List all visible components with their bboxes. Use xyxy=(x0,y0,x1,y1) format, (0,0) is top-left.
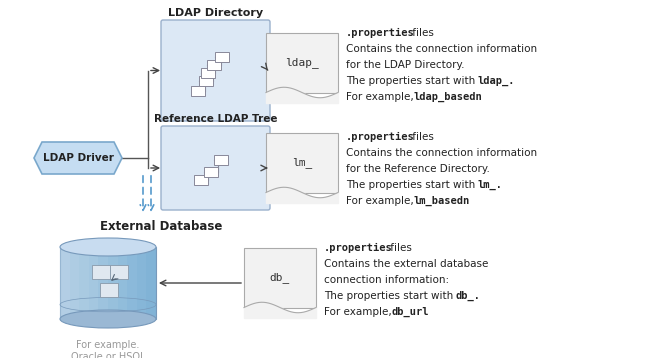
Bar xyxy=(214,155,227,165)
Text: files: files xyxy=(387,243,412,253)
Text: .properties: .properties xyxy=(324,243,393,253)
Text: files: files xyxy=(409,132,434,142)
Text: Contains the connection information: Contains the connection information xyxy=(346,44,537,54)
Text: db_.: db_. xyxy=(456,291,481,301)
Bar xyxy=(214,52,229,62)
Bar xyxy=(60,247,156,319)
Bar xyxy=(108,247,118,319)
Text: connection information:: connection information: xyxy=(324,275,449,285)
Bar xyxy=(70,247,79,319)
Text: for the LDAP Directory.: for the LDAP Directory. xyxy=(346,60,465,70)
Bar xyxy=(191,86,204,96)
Text: .properties: .properties xyxy=(346,132,415,142)
Text: For example,: For example, xyxy=(324,307,395,317)
Text: Contains the connection information: Contains the connection information xyxy=(346,148,537,158)
Text: Contains the external database: Contains the external database xyxy=(324,259,488,269)
Text: lm_: lm_ xyxy=(292,157,312,168)
Text: lm_basedn: lm_basedn xyxy=(414,196,470,206)
Text: The properties start with: The properties start with xyxy=(346,180,478,190)
Bar xyxy=(118,247,127,319)
Bar xyxy=(204,167,217,177)
Bar xyxy=(137,247,146,319)
Text: ldap_.: ldap_. xyxy=(478,76,516,86)
Text: LDAP Driver: LDAP Driver xyxy=(42,153,113,163)
Text: Reference LDAP Tree: Reference LDAP Tree xyxy=(154,114,277,124)
Text: The properties start with: The properties start with xyxy=(324,291,456,301)
FancyBboxPatch shape xyxy=(161,126,270,210)
Text: For example.
Oracle or HSQL: For example. Oracle or HSQL xyxy=(71,340,145,358)
Bar xyxy=(100,283,118,297)
Bar xyxy=(199,76,212,86)
Text: ldap_basedn: ldap_basedn xyxy=(414,92,483,102)
Bar xyxy=(193,175,208,185)
Bar xyxy=(206,59,221,69)
Bar xyxy=(110,265,128,279)
Ellipse shape xyxy=(60,238,156,256)
Text: files: files xyxy=(409,28,434,38)
Text: LDAP Directory: LDAP Directory xyxy=(168,8,263,18)
Bar xyxy=(266,33,338,92)
Text: .properties: .properties xyxy=(346,28,415,38)
Bar xyxy=(60,247,70,319)
Text: For example,: For example, xyxy=(346,196,417,206)
Bar xyxy=(98,247,108,319)
Text: db_url: db_url xyxy=(392,307,430,317)
Ellipse shape xyxy=(60,310,156,328)
Bar xyxy=(89,247,98,319)
FancyBboxPatch shape xyxy=(161,20,270,121)
Bar xyxy=(79,247,89,319)
Text: ldap_: ldap_ xyxy=(285,57,319,68)
Bar xyxy=(244,248,316,308)
Polygon shape xyxy=(34,142,122,174)
Bar xyxy=(146,247,156,319)
Text: External Database: External Database xyxy=(100,220,223,233)
Text: For example,: For example, xyxy=(346,92,417,102)
Text: The properties start with: The properties start with xyxy=(346,76,478,86)
Bar xyxy=(266,133,338,193)
Bar xyxy=(92,265,110,279)
Bar xyxy=(127,247,137,319)
Text: lm_.: lm_. xyxy=(478,180,503,190)
Bar xyxy=(201,68,214,77)
Text: for the Reference Directory.: for the Reference Directory. xyxy=(346,164,490,174)
Text: db_: db_ xyxy=(270,272,290,283)
